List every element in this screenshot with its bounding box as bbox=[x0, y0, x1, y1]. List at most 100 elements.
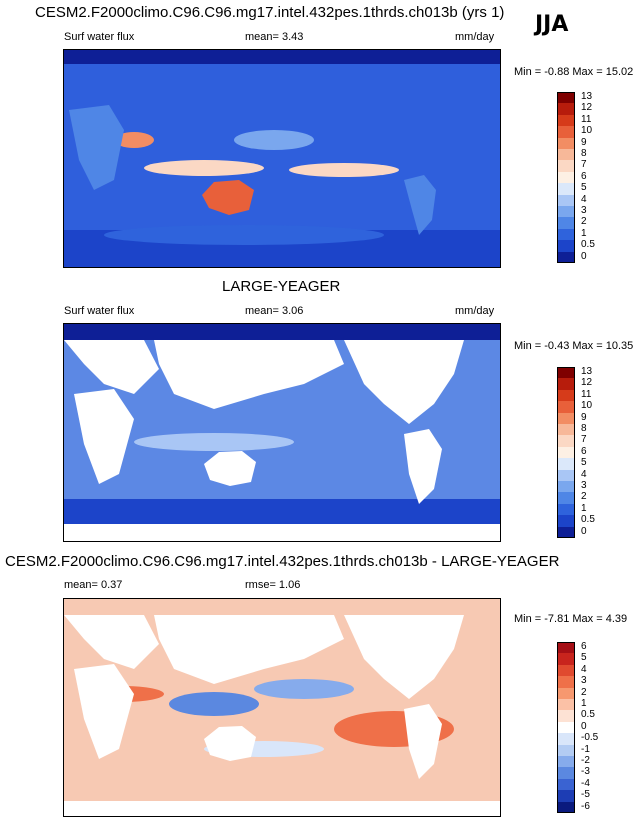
panel1-itcz-indian bbox=[144, 160, 264, 176]
panel3-indian-bias bbox=[169, 692, 259, 716]
panel1-itcz-pacific bbox=[289, 163, 399, 177]
panel1-minmax: Min = -0.88 Max = 15.02 bbox=[514, 66, 634, 78]
colorbar-swatch bbox=[557, 149, 575, 161]
colorbar-tick-label: 0 bbox=[581, 525, 587, 537]
colorbar-swatch bbox=[557, 515, 575, 527]
colorbar-swatch bbox=[557, 767, 575, 779]
panel3-europe bbox=[64, 615, 159, 669]
colorbar-tick-label: 2 bbox=[581, 491, 587, 503]
colorbar-tick-label: 4 bbox=[581, 663, 587, 675]
colorbar-swatch bbox=[557, 217, 575, 229]
colorbar-swatch bbox=[557, 160, 575, 172]
colorbar-swatch bbox=[557, 435, 575, 447]
panel1-arctic-band bbox=[64, 50, 500, 64]
colorbar-tick-label: 7 bbox=[581, 159, 587, 171]
panel1-title: CESM2.F2000climo.C96.C96.mg17.intel.432p… bbox=[35, 4, 505, 21]
panel3-asia bbox=[154, 615, 344, 684]
colorbar-tick-label: 8 bbox=[581, 423, 587, 434]
panel1-map bbox=[63, 49, 501, 268]
colorbar-swatch bbox=[557, 699, 575, 711]
colorbar-swatch bbox=[557, 367, 575, 379]
colorbar-swatch bbox=[557, 801, 575, 813]
colorbar-swatch bbox=[557, 206, 575, 218]
colorbar-swatch bbox=[557, 710, 575, 722]
colorbar-swatch bbox=[557, 642, 575, 654]
panel2-europe bbox=[64, 340, 159, 394]
panel1-units-label: mm/day bbox=[455, 31, 495, 43]
colorbar-tick-label: 6 bbox=[581, 641, 587, 652]
colorbar-tick-label: 7 bbox=[581, 434, 587, 446]
panel2-map bbox=[63, 323, 501, 542]
colorbar-tick-label: 5 bbox=[581, 652, 587, 664]
colorbar-swatch bbox=[557, 103, 575, 115]
colorbar-tick-label: 11 bbox=[581, 113, 592, 125]
colorbar-tick-label: -0.5 bbox=[581, 732, 599, 744]
colorbar-tick-label: 0.5 bbox=[581, 239, 595, 251]
panel2-mean-label: mean= 3.06 bbox=[245, 305, 304, 317]
colorbar-swatch bbox=[557, 526, 575, 538]
colorbar-tick-label: 1 bbox=[581, 698, 587, 709]
panel3-title: CESM2.F2000climo.C96.C96.mg17.intel.432p… bbox=[5, 553, 560, 570]
colorbar-tick-label: 2 bbox=[581, 686, 587, 698]
colorbar-tick-label: 5 bbox=[581, 182, 587, 194]
colorbar-swatch bbox=[557, 228, 575, 241]
colorbar-swatch bbox=[557, 183, 575, 195]
colorbar-tick-label: 2 bbox=[581, 216, 587, 228]
colorbar-tick-label: 10 bbox=[581, 400, 593, 412]
colorbar-tick-label: 3 bbox=[581, 480, 587, 491]
colorbar-swatch bbox=[557, 251, 575, 263]
colorbar-swatch bbox=[557, 744, 575, 756]
colorbar-swatch bbox=[557, 756, 575, 768]
colorbar-swatch bbox=[557, 721, 575, 734]
panel2-australia bbox=[204, 451, 256, 486]
panel3-minmax: Min = -7.81 Max = 4.39 bbox=[514, 613, 628, 625]
colorbar-tick-label: 13 bbox=[581, 91, 593, 102]
season-label: JJA bbox=[535, 12, 569, 37]
colorbar-swatch bbox=[557, 137, 575, 149]
panel3-north-america bbox=[344, 615, 464, 699]
colorbar-tick-label: 0 bbox=[581, 250, 587, 262]
colorbar-swatch bbox=[557, 778, 575, 791]
colorbar-tick-label: 9 bbox=[581, 411, 587, 423]
colorbar-tick-label: 0.5 bbox=[581, 514, 595, 526]
colorbar-tick-label: 4 bbox=[581, 468, 587, 480]
panel3-map bbox=[63, 598, 501, 817]
panel2-antarctica bbox=[64, 524, 500, 541]
colorbar-swatch bbox=[557, 126, 575, 138]
colorbar-tick-label: 1 bbox=[581, 502, 587, 514]
panel3-colorbar: 6 5 4 3 2 1 0.5 0 -0.5 -1 -2 -3 -4 -5 -6 bbox=[557, 641, 617, 814]
panel2-title: LARGE-YEAGER bbox=[222, 278, 341, 295]
colorbar-tick-label: 8 bbox=[581, 148, 587, 159]
colorbar-tick-label: 10 bbox=[581, 125, 593, 137]
panel2-arctic-band bbox=[64, 324, 500, 340]
panel3-nw-pacific-bias bbox=[254, 679, 354, 699]
colorbar-tick-label: 12 bbox=[581, 102, 593, 114]
colorbar-swatch bbox=[557, 114, 575, 127]
colorbar-swatch bbox=[557, 687, 575, 699]
panel3-antarctica bbox=[64, 801, 500, 816]
colorbar-swatch bbox=[557, 412, 575, 424]
colorbar-swatch bbox=[557, 424, 575, 436]
panel1-mean-label: mean= 3.43 bbox=[245, 31, 304, 43]
colorbar-tick-label: -5 bbox=[581, 789, 590, 801]
colorbar-swatch bbox=[557, 664, 575, 677]
colorbar-swatch bbox=[557, 676, 575, 688]
panel2-variable-label: Surf water flux bbox=[64, 305, 135, 317]
panel2-north-america bbox=[344, 340, 464, 424]
colorbar-tick-label: 1 bbox=[581, 227, 587, 239]
colorbar-swatch bbox=[557, 378, 575, 390]
panel2-itcz bbox=[134, 433, 294, 451]
colorbar-tick-label: 0.5 bbox=[581, 709, 595, 721]
panel1-colorbar: 13 12 11 10 9 8 7 6 5 4 3 2 1 0.5 0 bbox=[557, 91, 617, 264]
colorbar-swatch bbox=[557, 240, 575, 252]
colorbar-tick-label: 0 bbox=[581, 720, 587, 732]
colorbar-swatch bbox=[557, 194, 575, 206]
colorbar-tick-label: 3 bbox=[581, 205, 587, 216]
panel3-africa bbox=[74, 664, 134, 759]
colorbar-tick-label: 9 bbox=[581, 136, 587, 148]
colorbar-tick-label: 4 bbox=[581, 193, 587, 205]
panel1-south-america bbox=[404, 175, 436, 235]
panel2-colorbar: 13 12 11 10 9 8 7 6 5 4 3 2 1 0.5 0 bbox=[557, 366, 617, 539]
colorbar-swatch bbox=[557, 171, 575, 184]
panel3-rmse-label: rmse= 1.06 bbox=[245, 579, 301, 591]
